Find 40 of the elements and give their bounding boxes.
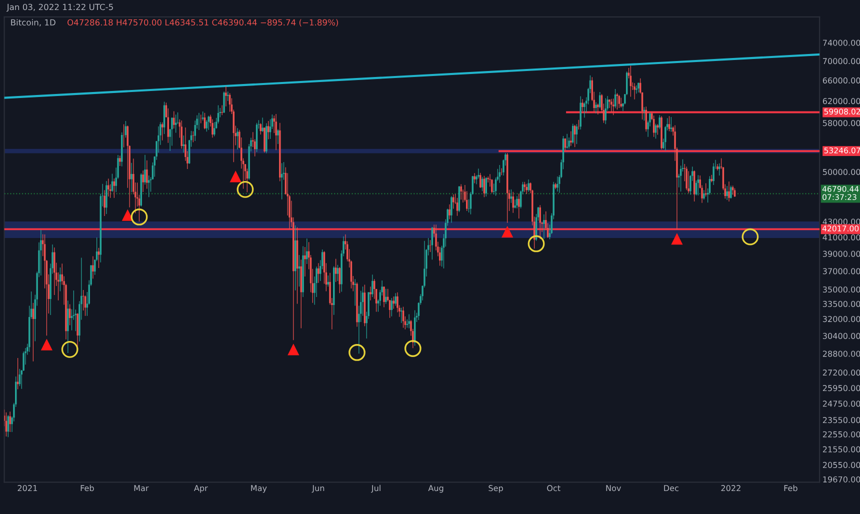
y-tick-label: 19670.00 [823,476,860,482]
y-tick-label: 39000.00 [822,250,860,257]
x-tick-label: Dec [664,485,678,492]
x-tick-label: Jul [371,484,380,493]
x-tick-label: Feb [80,484,94,492]
y-tick-label: 28800.00 [822,350,860,357]
y-tick-label: 62000.00 [822,98,860,104]
y-tick-label: 27200.00 [822,370,860,376]
y-tick-label: 25950.00 [822,385,860,392]
annotation: O47286.18 H47570.00 L46345.51 C46390.44 −895.74 (−1.89%) [67,19,338,27]
x-tick-label: 2021 [18,485,37,492]
y-tick-label: 50000.00 [822,168,860,176]
y-tick-label: 30400.00 [822,332,860,339]
y-tick-label: 23550.00 [822,417,860,424]
y-tick-label: 35000.00 [822,286,860,293]
x-tick-label: May [251,485,267,493]
y-tick-label: 37000.00 [822,268,860,274]
chart-title: Bitcoin, 1D [11,19,56,26]
x-tick-label: Sep [488,485,503,493]
x-tick-label: Mar [134,485,149,492]
x-tick-label: Aug [428,485,444,493]
y-tick-label: 20550.00 [822,462,860,468]
x-tick-label: 2022 [721,485,740,492]
y-tick-label: 66000.00 [822,77,860,84]
y-tick-label: 70000.00 [823,58,860,64]
y-tick-label: 32000.00 [822,316,860,322]
y-tick-label: 22550.00 [822,431,860,438]
y-tick-label: 24750.00 [822,400,860,407]
x-tick-label: Apr [194,485,208,493]
y-tick-label: 43000.00 [822,218,860,225]
x-tick-label: Nov [606,485,621,492]
x-tick-label: Jun [312,485,324,493]
x-tick-label: Oct [547,485,560,492]
y-tick-label: 41000.00 [822,234,860,240]
x-tick-label: Feb [784,484,798,492]
text: Jan 03, 2022 11:22 UTC-5 [6,4,113,12]
y-tick-label: 33500.00 [822,300,860,307]
y-tick-label: 58000.00 [822,120,860,126]
y-tick-label: 21550.00 [822,446,860,452]
y-tick-label: 74000.00 [823,40,860,46]
